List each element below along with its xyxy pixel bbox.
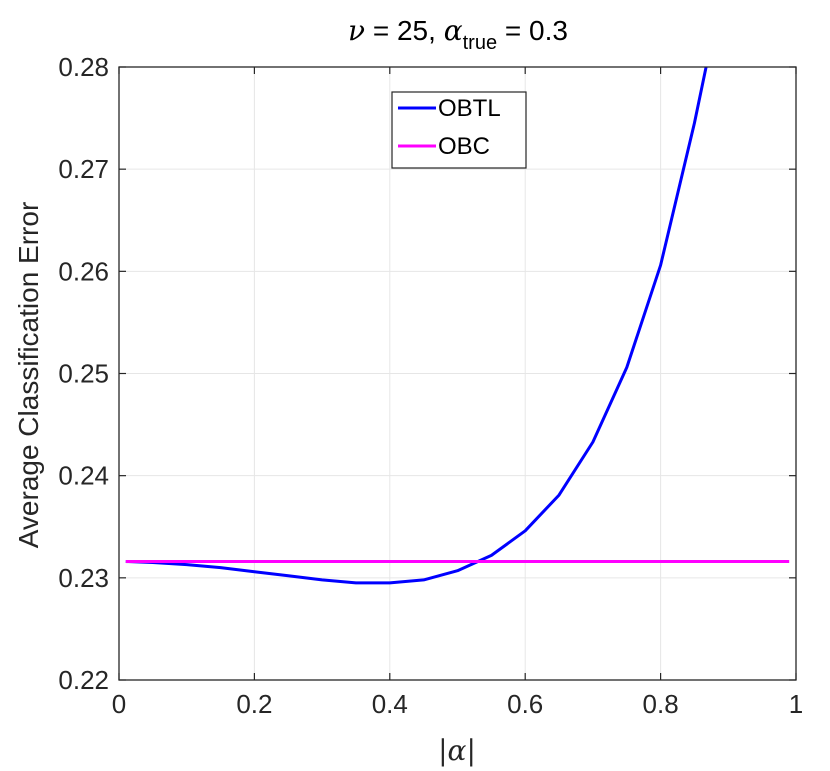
legend-label-obtl: OBTL (438, 95, 501, 122)
title-alpha-value: = 0.3 (497, 15, 568, 46)
legend-box (391, 91, 527, 169)
axis-ticks (118, 66, 797, 681)
y-tick-label: 0.24 (58, 461, 109, 491)
title-alpha-subscript: true (463, 32, 497, 54)
legend-label-obc: OBC (438, 133, 490, 160)
y-axis-label: Average Classification Error (13, 202, 44, 549)
x-tick-label: 0 (112, 689, 126, 719)
title-alpha-symbol: α (444, 14, 463, 47)
y-tick-label: 0.27 (58, 154, 109, 184)
x-tick-label: 0.2 (236, 689, 272, 719)
tick-labels: 0 0.2 0.4 0.6 0.8 1 0.22 0.23 0.24 0.25 0.26 0.27 0.… (58, 52, 803, 719)
x-axis-label: |α| (438, 734, 476, 767)
legend: OBTL OBC (391, 91, 527, 169)
title-nu-value: = 25, (365, 15, 444, 46)
title-nu-symbol: ν (348, 14, 365, 47)
y-tick-label: 0.26 (58, 256, 109, 286)
x-tick-label: 1 (789, 689, 803, 719)
y-tick-label: 0.28 (58, 52, 109, 82)
x-tick-label: 0.8 (643, 689, 679, 719)
plot-lines (125, 67, 790, 585)
chart-title: ν = 25, αtrue = 0.3 (348, 14, 568, 54)
y-tick-label: 0.23 (58, 563, 109, 593)
x-tick-label: 0.6 (507, 689, 543, 719)
grid-lines (119, 67, 796, 680)
x-tick-label: 0.4 (372, 689, 408, 719)
y-tick-label: 0.25 (58, 359, 109, 389)
y-tick-label: 0.22 (58, 665, 109, 695)
series-line-obtl (125, 67, 708, 585)
